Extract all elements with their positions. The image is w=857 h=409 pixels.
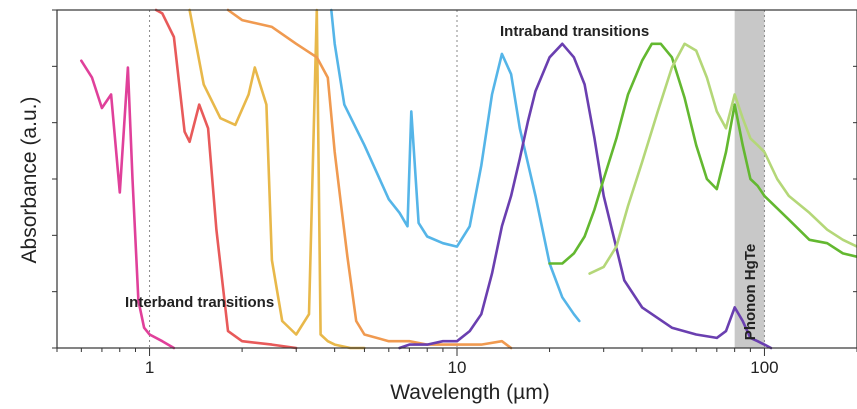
series-line-4: [226, 8, 513, 350]
series-line-5: [330, 8, 581, 323]
ticks: 1 10 100: [52, 9, 857, 377]
x-tick-label: 1: [145, 358, 154, 377]
reference-lines: [149, 10, 765, 348]
series-line-8: [588, 42, 857, 275]
series-line-2: [154, 8, 298, 350]
annotation-interband: Interband transitions: [125, 294, 274, 311]
y-axis-title: Absorbance (a.u.): [18, 97, 41, 264]
series-line-7: [548, 42, 857, 265]
x-axis-title: Wavelength (µm): [390, 381, 550, 404]
x-tick-label: 100: [750, 358, 778, 377]
phonon-band-label: Phonon HgTe: [742, 244, 759, 340]
series-line-3: [188, 8, 366, 350]
series-line-1: [80, 59, 176, 350]
series-lines: [80, 8, 857, 350]
labels: Wavelength (µm) Absorbance (a.u.) Interb…: [18, 23, 759, 404]
annotation-intraband: Intraband transitions: [500, 23, 649, 40]
x-tick-label: 10: [448, 358, 467, 377]
series-line-6: [398, 42, 773, 350]
